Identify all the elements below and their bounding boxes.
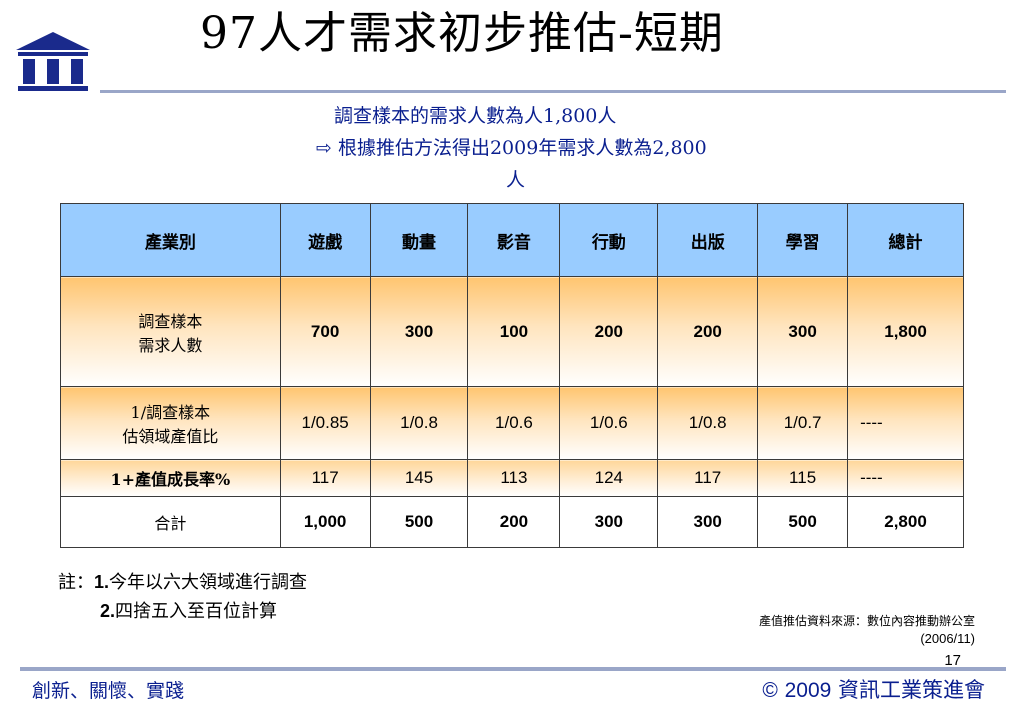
table-cell: 300	[369, 276, 469, 387]
footnotes: 註：1.今年以六大領域進行調查 2.四捨五入至百位計算	[58, 568, 307, 626]
table-cell: 300	[657, 496, 759, 548]
iii-building-logo-icon	[14, 30, 92, 92]
footer-divider	[20, 667, 1006, 671]
table-cell: ----	[847, 459, 964, 497]
table-row: 合計 1,000 500 200 300 300 500 2,800	[60, 496, 964, 548]
table-cell: 1/0.6	[559, 386, 659, 460]
header-cell: 總計	[847, 203, 964, 277]
table-cell: 1/0.8	[369, 386, 469, 460]
table-cell: 700	[279, 276, 371, 387]
table-cell: 117	[279, 459, 371, 497]
table-row: 1/調查樣本 估領域產值比 1/0.85 1/0.8 1/0.6 1/0.6 1…	[60, 386, 964, 460]
summary-line-3: 人	[506, 169, 526, 191]
row-label: 調查樣本 需求人數	[60, 276, 281, 387]
row-label: 1/調查樣本 估領域產值比	[60, 386, 281, 460]
copyright-icon: ©	[762, 679, 778, 702]
page-number: 17	[944, 652, 961, 669]
data-source: 產值推估資料來源：數位內容推動辦公室 (2006/11)	[759, 612, 975, 648]
summary-line-1: 調查樣本的需求人數為人1,800人	[334, 105, 617, 127]
table-cell: 113	[467, 459, 561, 497]
table-row: 1+產值成長率% 117 145 113 124 117 115 ----	[60, 459, 964, 497]
header-cell: 產業別	[60, 203, 281, 277]
table-cell: 1/0.6	[467, 386, 561, 460]
summary-line-2-text: 根據推估方法得出2009年需求人數為2,800	[337, 137, 707, 159]
table-cell: ----	[847, 386, 964, 460]
table-cell: 145	[369, 459, 469, 497]
summary-block: 調查樣本的需求人數為人1,800人 ⇨ 根據推估方法得出2009年需求人數為2,…	[316, 100, 836, 196]
table-cell: 1/0.7	[757, 386, 849, 460]
footer-copyright: © 2009 資訊工業策進會	[762, 674, 985, 704]
header-cell: 影音	[467, 203, 561, 277]
source-text: 產值推估資料來源：數位內容推動辦公室	[758, 614, 975, 628]
table-cell: 100	[467, 276, 561, 387]
page-title: 97人才需求初步推估-短期	[200, 8, 724, 59]
table-cell: 1/0.85	[279, 386, 371, 460]
header-cell: 遊戲	[279, 203, 371, 277]
footnote-1: 註：1.今年以六大領域進行調查	[58, 572, 308, 593]
header-cell: 行動	[559, 203, 659, 277]
header-cell: 動畫	[369, 203, 469, 277]
table-cell: 115	[757, 459, 849, 497]
table-cell: 1,800	[847, 276, 964, 387]
table-cell: 1/0.8	[657, 386, 759, 460]
row-label: 合計	[60, 496, 281, 548]
source-date: (2006/11)	[920, 631, 975, 646]
footnote-2: 2.四捨五入至百位計算	[100, 601, 278, 622]
table-cell: 500	[369, 496, 469, 548]
table-cell: 124	[559, 459, 659, 497]
table-cell: 300	[757, 276, 849, 387]
table-row: 調查樣本 需求人數 700 300 100 200 200 300 1,800	[60, 276, 964, 387]
table-header-row: 產業別 遊戲 動畫 影音 行動 出版 學習 總計	[60, 203, 964, 277]
row-label: 1+產值成長率%	[60, 459, 281, 497]
table-cell: 1,000	[279, 496, 371, 548]
footer-slogan: 創新、關懷、實踐	[32, 680, 185, 702]
table-cell: 200	[657, 276, 759, 387]
demand-estimate-table: 產業別 遊戲 動畫 影音 行動 出版 學習 總計 調查樣本 需求人數 700 3…	[60, 203, 964, 548]
table-cell: 117	[657, 459, 759, 497]
summary-line-2: ⇨ 根據推估方法得出2009年需求人數為2,800	[316, 132, 836, 164]
title-divider	[100, 90, 1006, 93]
header-cell: 學習	[757, 203, 849, 277]
header-cell: 出版	[657, 203, 759, 277]
table-cell: 2,800	[847, 496, 964, 548]
footer-year: 2009	[784, 679, 832, 702]
table-cell: 200	[467, 496, 561, 548]
table-cell: 500	[757, 496, 849, 548]
table-cell: 300	[559, 496, 659, 548]
footer-org: 資訊工業策進會	[838, 678, 985, 702]
right-arrow-icon: ⇨	[316, 137, 332, 159]
table-cell: 200	[559, 276, 659, 387]
